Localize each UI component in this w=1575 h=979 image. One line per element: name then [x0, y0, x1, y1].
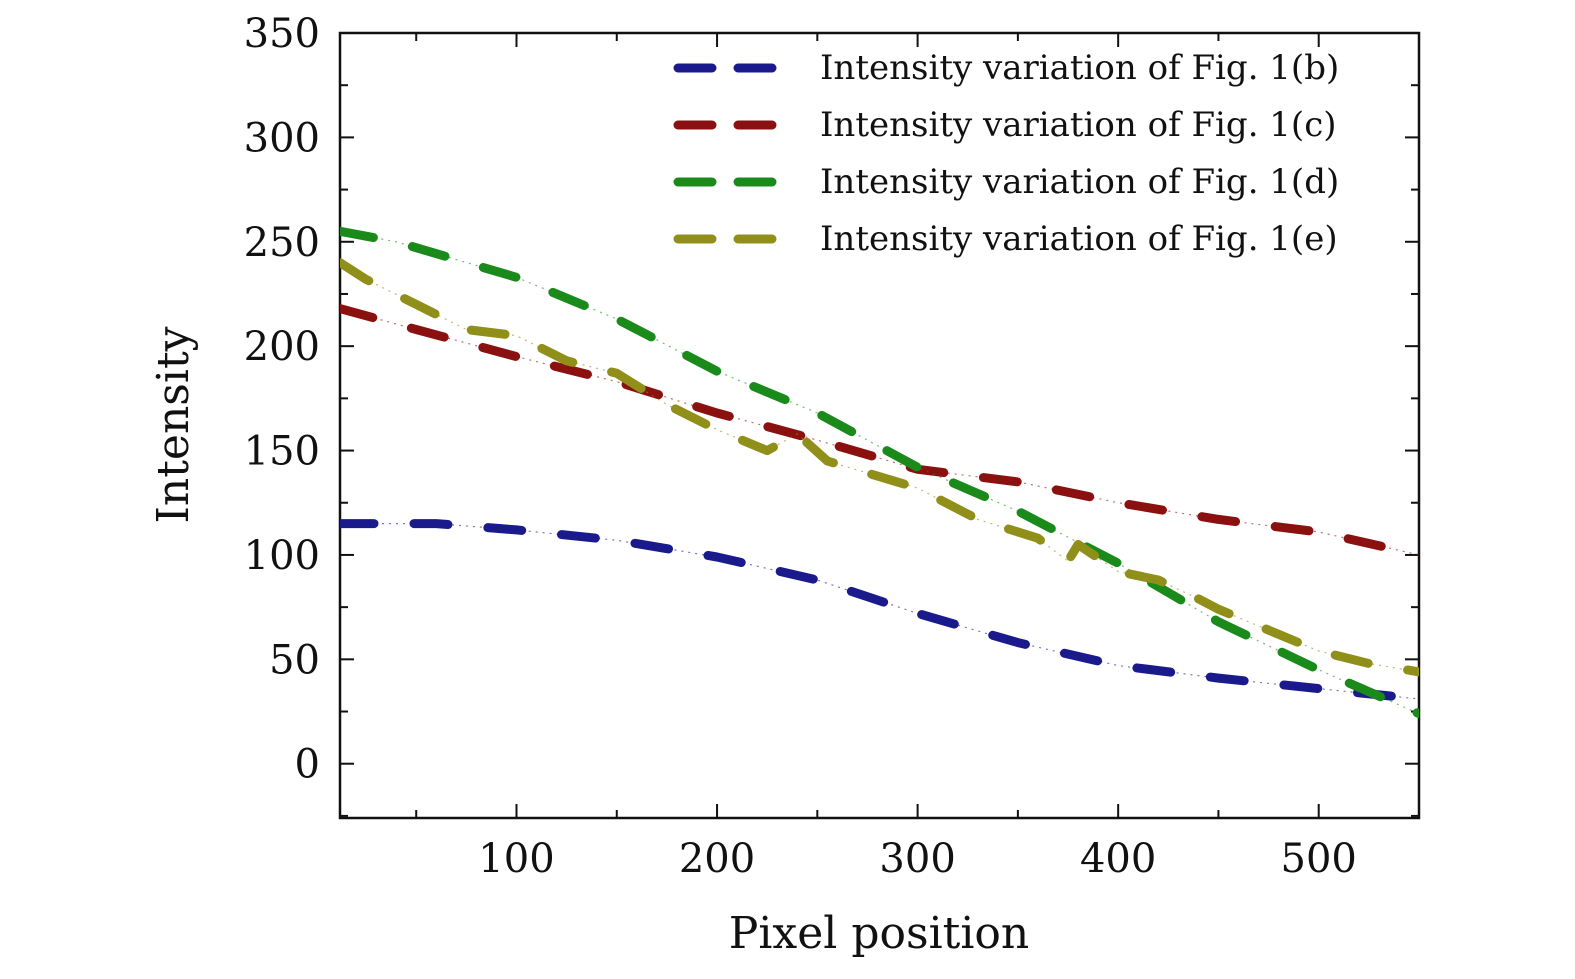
legend-label-3: Intensity variation of Fig. 1(d) — [820, 162, 1339, 202]
y-tick-label: 350 — [244, 11, 320, 57]
series-point-4 — [1317, 649, 1320, 652]
series-point-1 — [1317, 687, 1320, 690]
series-point-1 — [716, 556, 719, 559]
series-point-4 — [415, 303, 418, 306]
series-connector-4 — [340, 262, 1419, 673]
series-point-4 — [1117, 570, 1120, 573]
series-point-4 — [615, 372, 618, 375]
series-point-1 — [435, 522, 438, 525]
series-point-1 — [1016, 641, 1019, 644]
plot-frame — [338, 31, 1421, 820]
y-tick-label: 200 — [244, 324, 320, 370]
legend-label-4: Intensity variation of Fig. 1(e) — [820, 219, 1338, 259]
series-point-3 — [1217, 620, 1220, 623]
series-point-1 — [615, 539, 618, 542]
series-line-3 — [340, 226, 1419, 719]
y-tick-label: 0 — [295, 742, 320, 788]
series-connector-2 — [340, 308, 1419, 556]
series-point-3 — [1117, 562, 1120, 565]
series-point-1 — [916, 612, 919, 615]
series-point-2 — [716, 411, 719, 414]
series-point-3 — [916, 466, 919, 469]
series-point-2 — [1016, 480, 1019, 483]
series-point-4 — [1217, 608, 1220, 611]
series-point-4 — [1367, 662, 1370, 665]
series-point-4 — [716, 428, 719, 431]
series-point-4 — [365, 278, 368, 281]
series-point-4 — [826, 459, 829, 462]
legend-label-2: Intensity variation of Fig. 1(c) — [820, 105, 1337, 145]
series-point-3 — [1317, 668, 1320, 671]
series-point-4 — [1067, 560, 1070, 563]
series-point-4 — [565, 359, 568, 362]
series-point-4 — [1077, 543, 1080, 546]
y-axis-title: Intensity — [148, 326, 199, 523]
legend-label-1: Intensity variation of Fig. 1(b) — [820, 48, 1339, 88]
series-point-2 — [1217, 518, 1220, 521]
series-point-4 — [976, 518, 979, 521]
series-point-1 — [1217, 677, 1220, 680]
series-point-3 — [395, 240, 398, 243]
series-point-3 — [816, 411, 819, 414]
series-point-4 — [766, 449, 769, 452]
y-tick-label: 50 — [269, 637, 320, 683]
series-point-4 — [916, 487, 919, 490]
series-point-3 — [615, 318, 618, 321]
y-tick-label: 300 — [244, 115, 320, 161]
x-tick-label: 100 — [478, 836, 554, 882]
series-line-1 — [340, 519, 1419, 704]
series-point-1 — [1117, 664, 1120, 667]
y-tick-label: 250 — [244, 220, 320, 266]
series-point-4 — [1036, 537, 1039, 540]
series-point-4 — [515, 334, 518, 337]
y-tick-label: 100 — [244, 533, 320, 579]
series-connector-1 — [340, 522, 1419, 700]
x-axis-title: Pixel position — [729, 908, 1029, 959]
series-point-3 — [1016, 510, 1019, 513]
series-point-2 — [515, 355, 518, 358]
series-point-4 — [1277, 633, 1280, 636]
legend: Intensity variation of Fig. 1(b) Intensit… — [673, 48, 1339, 259]
series-point-2 — [816, 439, 819, 442]
x-tick-label: 300 — [879, 836, 955, 882]
series-point-3 — [716, 370, 719, 373]
series-point-4 — [1197, 597, 1200, 600]
x-tick-label: 500 — [1281, 836, 1357, 882]
series-point-1 — [515, 528, 518, 531]
series-line-2 — [340, 304, 1419, 560]
series-point-4 — [465, 328, 468, 331]
series-point-2 — [415, 328, 418, 331]
series-point-2 — [615, 380, 618, 383]
axis-ticks: 100 200 300 400 500 0 50 100 150 200 250 300 350 — [244, 11, 1420, 882]
series-point-2 — [1317, 530, 1320, 533]
series-point-3 — [515, 276, 518, 279]
series-point-2 — [1117, 501, 1120, 504]
series-point-4 — [796, 432, 799, 435]
series-line-4 — [340, 258, 1419, 677]
series-point-4 — [665, 403, 668, 406]
series-point-4 — [1157, 578, 1160, 581]
y-tick-label: 150 — [244, 429, 320, 475]
series-group — [340, 226, 1419, 719]
x-tick-label: 400 — [1080, 836, 1156, 882]
x-tick-label: 200 — [679, 836, 755, 882]
series-point-1 — [816, 578, 819, 581]
